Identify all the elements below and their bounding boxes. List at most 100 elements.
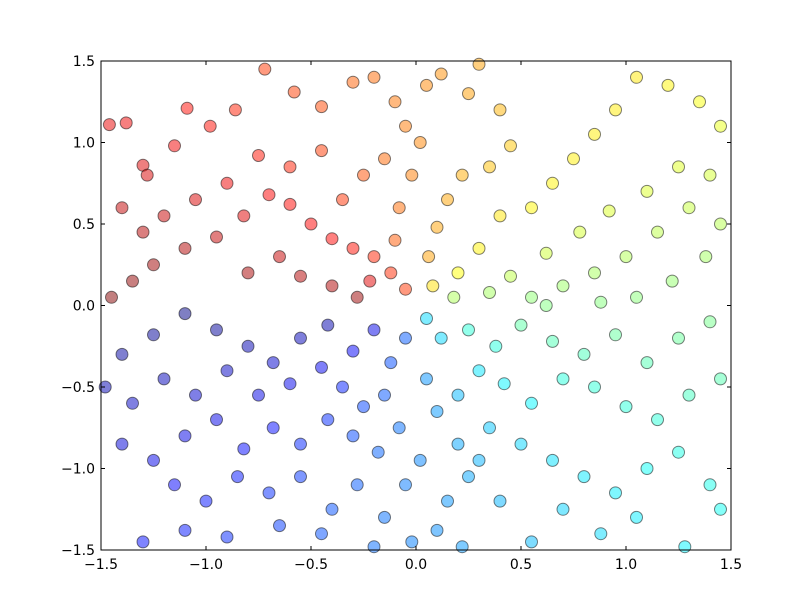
scatter-point [556, 502, 570, 516]
scatter-point [693, 95, 706, 109]
scatter-point [325, 232, 339, 246]
scatter-point [199, 494, 213, 508]
scatter-point [115, 347, 129, 361]
scatter-point [273, 250, 286, 264]
y-tick-label: 1.5 [73, 54, 95, 70]
x-tick-label: −1.0 [189, 557, 223, 573]
scatter-point [525, 201, 538, 215]
scatter-point [504, 139, 517, 153]
scatter-point [525, 535, 538, 549]
scatter-point [546, 453, 559, 467]
scatter-point [539, 246, 553, 260]
scatter-point [367, 250, 381, 264]
scatter-point [126, 396, 139, 410]
scatter-point [294, 269, 307, 283]
x-tick-label: 1.0 [615, 557, 637, 573]
scatter-point [514, 318, 528, 332]
scatter-point [346, 344, 360, 358]
scatter-point [367, 70, 381, 84]
scatter-point [678, 540, 692, 554]
scatter-point [241, 339, 255, 353]
scatter-point [178, 429, 192, 443]
scatter-point [472, 57, 486, 71]
scatter-point [451, 266, 465, 280]
scatter-point [672, 331, 685, 345]
scatter-point [640, 462, 654, 475]
scatter-point [609, 486, 622, 500]
scatter-point [115, 201, 129, 215]
scatter-point [346, 241, 360, 255]
scatter-point [630, 70, 643, 84]
x-tick-label: 0.0 [405, 557, 427, 573]
scatter-point [231, 470, 244, 484]
scatter-point [378, 510, 391, 524]
scatter-point [430, 220, 444, 234]
plot-frame [100, 60, 732, 551]
scatter-point [602, 204, 616, 218]
scatter-point [619, 250, 633, 264]
scatter-point [567, 152, 580, 166]
scatter-point [210, 413, 223, 427]
scatter-point [346, 75, 360, 89]
scatter-point [399, 282, 412, 296]
scatter-point [294, 331, 307, 345]
scatter-point [384, 356, 398, 370]
scatter-point [640, 184, 654, 198]
scatter-point [241, 266, 255, 280]
scatter-point [703, 168, 717, 182]
scatter-point [504, 269, 517, 283]
scatter-point [426, 279, 440, 293]
scatter-point [447, 290, 461, 304]
scatter-point [472, 364, 486, 378]
scatter-point [220, 530, 234, 544]
scatter-point [252, 388, 265, 402]
scatter-point [98, 380, 112, 394]
scatter-point [304, 217, 318, 231]
scatter-point [392, 201, 406, 215]
scatter-point [699, 250, 713, 264]
scatter-point [483, 421, 496, 435]
scatter-point [126, 274, 139, 288]
scatter-point [321, 318, 335, 332]
scatter-point [178, 241, 192, 255]
scatter-point [703, 315, 717, 329]
y-tick-label: 1.0 [73, 136, 95, 152]
scatter-point [367, 323, 381, 337]
scatter-point [399, 331, 412, 345]
scatter-point [714, 119, 727, 133]
scatter-point [413, 136, 427, 149]
scatter-point [357, 400, 370, 414]
scatter-point [228, 103, 242, 117]
scatter-point [422, 250, 436, 264]
scatter-point [237, 209, 251, 223]
scatter-point [252, 149, 265, 162]
scatter-point [115, 437, 129, 451]
scatter-point [483, 160, 496, 174]
scatter-point [434, 67, 448, 81]
scatter-point [315, 144, 328, 158]
y-tick-label: −1.0 [61, 462, 95, 478]
scatter-point [210, 230, 223, 244]
scatter-point [266, 356, 280, 370]
scatter-point [630, 510, 643, 524]
scatter-point [609, 328, 622, 342]
y-tick-label: 0.5 [73, 217, 95, 233]
scatter-point [336, 380, 349, 394]
scatter-point [392, 421, 406, 435]
scatter-point [180, 101, 194, 115]
scatter-point [294, 470, 307, 484]
scatter-point [399, 119, 412, 133]
scatter-point [588, 266, 601, 280]
scatter-point [703, 478, 717, 492]
scatter-point [455, 540, 469, 554]
scatter-point [462, 470, 475, 484]
scatter-point [682, 388, 696, 402]
scatter-point [321, 413, 335, 427]
scatter-point [388, 233, 402, 247]
scatter-point [556, 279, 570, 293]
scatter-point [714, 502, 727, 516]
scatter-point [525, 396, 538, 410]
scatter-point [651, 225, 664, 239]
scatter-point [378, 388, 391, 402]
